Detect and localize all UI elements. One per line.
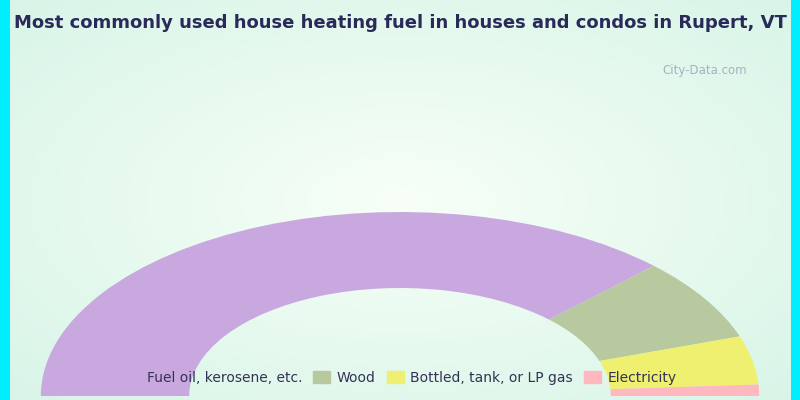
- Text: City-Data.com: City-Data.com: [663, 64, 747, 77]
- Wedge shape: [610, 384, 759, 396]
- Legend: Fuel oil, kerosene, etc., Wood, Bottled, tank, or LP gas, Electricity: Fuel oil, kerosene, etc., Wood, Bottled,…: [119, 367, 681, 389]
- Wedge shape: [41, 212, 654, 396]
- Wedge shape: [599, 336, 758, 389]
- Text: Most commonly used house heating fuel in houses and condos in Rupert, VT: Most commonly used house heating fuel in…: [14, 14, 786, 32]
- Wedge shape: [549, 266, 740, 361]
